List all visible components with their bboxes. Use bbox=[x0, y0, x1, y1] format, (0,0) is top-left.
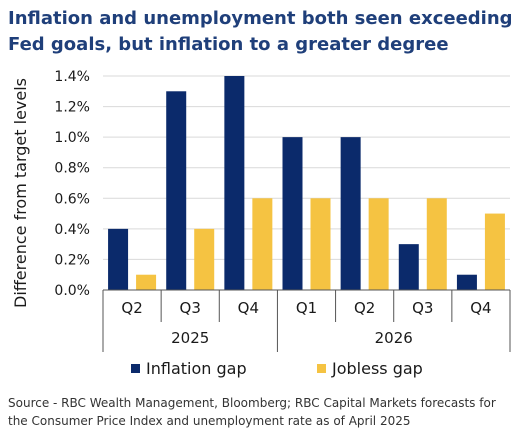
x-tick-label: Q3 bbox=[412, 299, 433, 317]
legend: Inflation gap Jobless gap bbox=[131, 359, 423, 378]
jobless-gap-bar bbox=[194, 228, 215, 290]
y-tick-labels: 0.0% 0.2% 0.4% 0.6% 0.8% 1.0% 1.2% 1.4% bbox=[54, 69, 90, 299]
x-group-label: 2026 bbox=[375, 329, 413, 347]
y-tick-label: 1.2% bbox=[54, 100, 90, 116]
gridlines bbox=[103, 75, 510, 260]
legend-swatch bbox=[317, 364, 326, 373]
chart-title: Inflation and unemployment both seen exc… bbox=[8, 8, 513, 55]
y-tick-label: 1.4% bbox=[54, 69, 90, 85]
jobless-gap-bar bbox=[310, 198, 331, 290]
jobless-gap-bar bbox=[252, 198, 273, 290]
bar-chart: 0.0%0.2%0.4%0.6%0.8%1.0%1.2%1.4% Q2 Q3 Q4 Q… bbox=[11, 69, 511, 378]
legend-label: Inflation gap bbox=[146, 359, 247, 378]
jobless-gap-bar bbox=[484, 213, 505, 290]
jobless-gap-bar bbox=[136, 274, 157, 290]
inflation-gap-bar bbox=[108, 228, 129, 290]
y-tick-label: 0.2% bbox=[54, 252, 90, 268]
inflation-gap-bar bbox=[340, 137, 361, 290]
y-tick-label: 0.0% bbox=[54, 283, 90, 299]
x-tick-label: Q3 bbox=[180, 299, 201, 317]
inflation-gap-bar bbox=[166, 91, 187, 291]
bars bbox=[108, 76, 505, 291]
x-tick-label: Q4 bbox=[238, 299, 259, 317]
y-axis-label: Difference from target levels bbox=[11, 78, 30, 308]
inflation-gap-bar bbox=[282, 137, 303, 290]
x-group-label: 2025 bbox=[171, 329, 209, 347]
y-tick-label: 1.0% bbox=[54, 130, 90, 146]
inflation-gap-bar bbox=[224, 76, 245, 290]
inflation-gap-bar bbox=[398, 244, 419, 290]
x-tick-label: Q4 bbox=[470, 299, 491, 317]
jobless-gap-bar bbox=[368, 198, 389, 290]
legend-label: Jobless gap bbox=[331, 359, 423, 378]
y-tick-label: 0.6% bbox=[54, 191, 90, 207]
inflation-gap-bar bbox=[456, 274, 477, 290]
source-note: Source - RBC Wealth Management, Bloomber… bbox=[8, 396, 496, 428]
x-tick-label: Q2 bbox=[354, 299, 375, 317]
x-axis: Q2 Q3 Q4 Q1 Q2 Q3 Q4 2025 2026 bbox=[102, 289, 511, 352]
legend-swatch bbox=[131, 364, 140, 373]
x-tick-label: Q2 bbox=[121, 299, 142, 317]
x-tick-label: Q1 bbox=[296, 299, 317, 317]
y-tick-label: 0.4% bbox=[54, 222, 90, 238]
y-tick-label: 0.8% bbox=[54, 161, 90, 177]
jobless-gap-bar bbox=[426, 198, 447, 290]
